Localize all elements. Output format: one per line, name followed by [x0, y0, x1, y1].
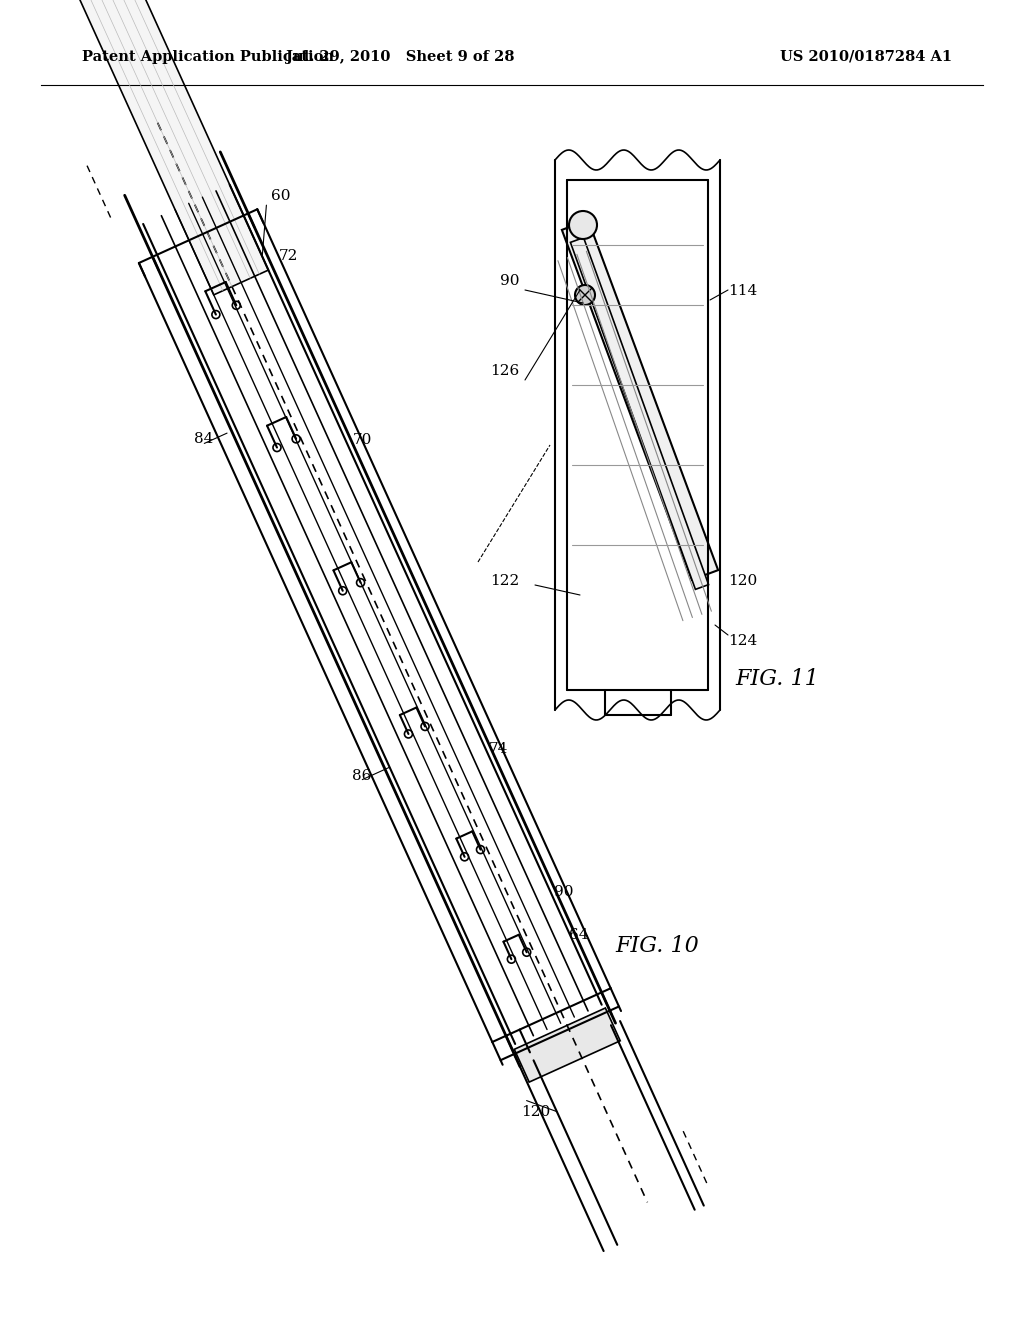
Text: 86: 86	[352, 768, 372, 783]
Text: 60: 60	[271, 189, 291, 203]
Text: US 2010/0187284 A1: US 2010/0187284 A1	[780, 50, 952, 63]
Text: 90: 90	[500, 275, 519, 288]
Polygon shape	[570, 238, 709, 589]
Text: 114: 114	[728, 284, 758, 298]
Circle shape	[569, 211, 597, 239]
Text: 122: 122	[490, 574, 519, 587]
Text: 126: 126	[490, 364, 519, 378]
Text: 74: 74	[489, 742, 509, 755]
Text: 84: 84	[195, 433, 214, 446]
Text: 64: 64	[569, 928, 589, 941]
Text: 120: 120	[728, 574, 758, 587]
Text: 120: 120	[521, 1105, 551, 1118]
Text: FIG. 11: FIG. 11	[735, 668, 819, 690]
Text: 70: 70	[352, 433, 372, 447]
Text: Jul. 29, 2010   Sheet 9 of 28: Jul. 29, 2010 Sheet 9 of 28	[286, 50, 514, 63]
Polygon shape	[562, 220, 718, 579]
Circle shape	[575, 285, 595, 305]
Text: 90: 90	[554, 886, 573, 899]
Polygon shape	[66, 0, 268, 294]
Text: FIG. 10: FIG. 10	[614, 935, 698, 957]
Text: Patent Application Publication: Patent Application Publication	[82, 50, 334, 63]
Text: 124: 124	[728, 634, 758, 648]
Polygon shape	[514, 1008, 621, 1082]
Text: 72: 72	[279, 249, 298, 263]
